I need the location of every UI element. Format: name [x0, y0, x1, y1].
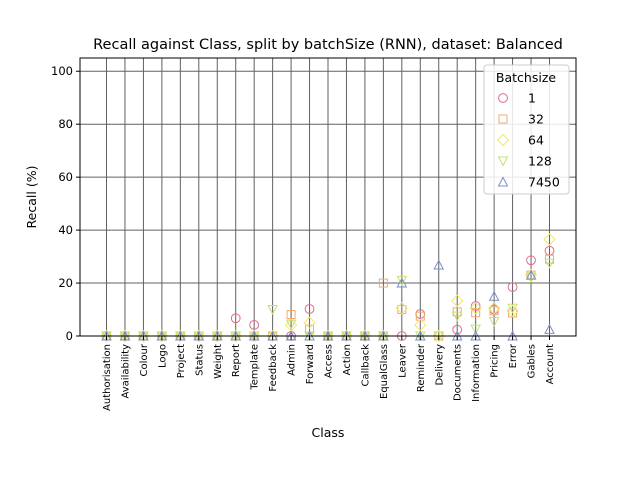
x-tick-label: Admin [287, 344, 298, 376]
x-tick-label: Logo [157, 344, 168, 368]
legend-label: 7450 [528, 175, 560, 190]
data-point-128 [507, 303, 518, 314]
x-tick-label: Account [545, 344, 556, 384]
y-tick-label: 40 [58, 223, 73, 237]
x-tick-label: Feedback [268, 344, 279, 392]
data-point-128 [267, 305, 278, 316]
x-tick-label: Status [194, 344, 205, 376]
x-axis: Authorisation Availability Colour Logo Proje… [102, 336, 556, 411]
y-tick-label: 100 [51, 64, 73, 78]
x-tick-label: Leaver [397, 343, 408, 378]
data-point-128 [544, 258, 555, 269]
y-tick-label: 80 [58, 117, 73, 131]
data-point-128 [285, 319, 297, 330]
data-point-1 [526, 255, 536, 266]
data-point-128 [470, 324, 481, 335]
x-axis-label: Class [312, 425, 345, 440]
data-point-7450 [396, 277, 408, 288]
x-tick-label: Colour [139, 343, 150, 376]
chart-title: Recall against Class, split by batchSize… [93, 37, 563, 53]
x-tick-label: Forward [305, 344, 316, 384]
data-point-7450 [525, 269, 537, 280]
legend-marker-64 [496, 133, 510, 147]
data-point-32 [489, 306, 499, 316]
data-point-1 [452, 324, 463, 335]
x-tick-label: Reminder [416, 343, 427, 392]
data-point-32 [415, 311, 425, 321]
data-point-64 [543, 233, 556, 246]
legend-marker-128 [497, 156, 509, 167]
x-tick-label: Access [324, 344, 335, 378]
y-tick-label: 20 [58, 276, 73, 290]
y-axis-label: Recall (%) [24, 166, 39, 229]
data-point-32 [305, 324, 315, 334]
y-axis: 0 20 40 60 80 100 [51, 64, 80, 343]
data-point-7450 [544, 323, 555, 334]
x-tick-label: Delivery [434, 344, 445, 386]
x-tick-label: Template [250, 344, 261, 391]
data-point-1 [507, 282, 518, 292]
legend-title: Batchsize [496, 70, 556, 85]
data-point-64 [487, 301, 501, 315]
x-tick-label: Authorisation [102, 344, 113, 411]
data-point-128 [451, 311, 463, 322]
data-point-32 [471, 308, 481, 318]
legend-label: 128 [528, 154, 552, 169]
data-point-32 [286, 310, 296, 320]
data-point-64 [506, 304, 519, 318]
data-point-64 [469, 301, 482, 315]
x-tick-label: Documents [453, 344, 464, 401]
legend-marker-32 [498, 114, 508, 124]
x-tick-label: Project [176, 344, 187, 378]
x-tick-label: EqualGlass [379, 344, 390, 399]
y-tick-label: 60 [58, 170, 73, 184]
legend-marker-1 [498, 93, 508, 103]
data-point-32 [378, 278, 388, 288]
x-tick-label: Error [508, 343, 519, 368]
data-point-1 [230, 313, 241, 324]
x-tick-label: Information [471, 344, 482, 402]
data-point-1 [470, 301, 481, 311]
legend: Batchsize 1 32 64 128 7450 [483, 64, 570, 195]
x-tick-label: Action [342, 344, 353, 375]
data-point-64 [414, 318, 427, 332]
x-tick-label: Weight [213, 344, 224, 379]
x-tick-label: Gables [527, 344, 538, 378]
legend-marker-7450 [497, 176, 509, 187]
y-tick-label: 0 [66, 329, 73, 343]
x-tick-label: Report [231, 344, 242, 377]
grid [80, 58, 576, 337]
data-point-128 [525, 273, 537, 284]
data-point-64 [266, 329, 279, 343]
x-tick-label: Pricing [490, 344, 501, 378]
data-point-7450 [488, 290, 500, 301]
data-point-128 [396, 275, 408, 286]
data-point-1 [249, 319, 260, 330]
data-point-1 [304, 304, 315, 314]
x-tick-label: Callback [360, 344, 371, 387]
legend-label: 32 [528, 112, 544, 127]
legend-label: 64 [528, 133, 544, 148]
data-point-64 [451, 294, 464, 307]
data-point-128 [488, 316, 500, 328]
data-point-64 [303, 316, 316, 329]
data-point-64 [395, 301, 409, 315]
x-tick-label: Availability [120, 344, 131, 399]
legend-label: 1 [528, 91, 536, 106]
data-point-7450 [433, 259, 445, 270]
